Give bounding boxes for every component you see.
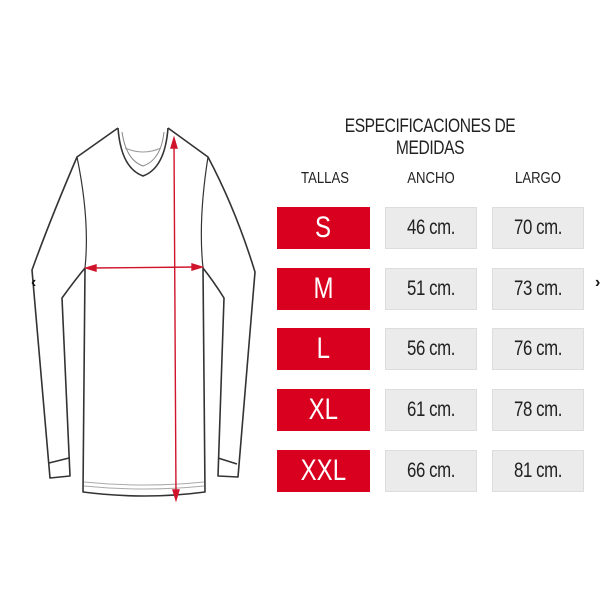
largo-value: 76 cm. [492,328,584,370]
chevron-left-icon[interactable]: ‹ [31,274,37,291]
ancho-value: 56 cm. [385,328,477,370]
size-label: L [277,328,370,370]
size-label: XL [277,389,370,431]
largo-value: 73 cm. [492,268,584,310]
ancho-value: 51 cm. [385,268,477,310]
largo-value: 78 cm. [492,389,584,431]
header-ancho: ANCHO [407,170,455,187]
largo-value: 70 cm. [492,207,584,249]
measure-arrows [83,135,205,503]
ancho-value: 61 cm. [385,389,477,431]
size-label: S [277,207,370,249]
chevron-right-icon[interactable]: › [595,274,601,291]
header-largo: LARGO [515,170,561,187]
largo-value: 81 cm. [492,450,584,492]
header-tallas: TALLAS [301,170,349,187]
size-label: M [277,268,370,310]
size-label: XXL [277,450,370,492]
ancho-value: 46 cm. [385,207,477,249]
ancho-value: 66 cm. [385,450,477,492]
page-title: ESPECIFICACIONES DE MEDIDAS [344,116,516,159]
